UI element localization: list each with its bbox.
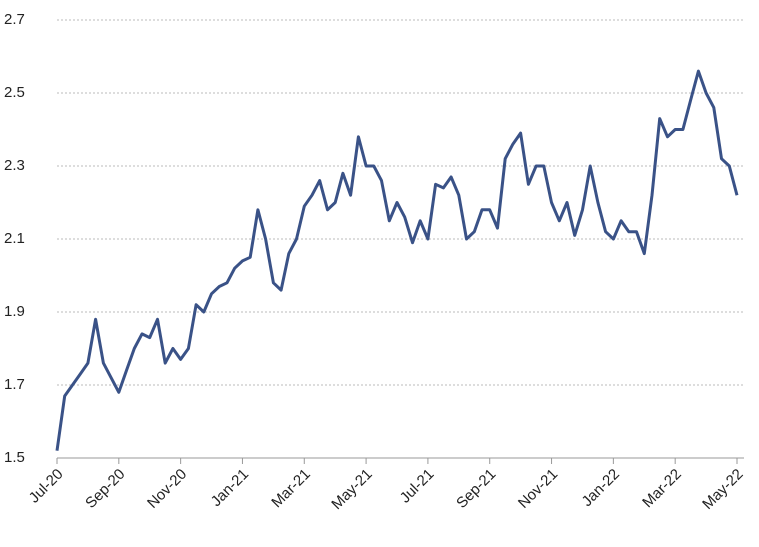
line-series <box>55 69 739 451</box>
y-tick-label: 2.7 <box>4 11 25 28</box>
x-tick-label: Sep-21 <box>453 466 499 512</box>
x-tick-label: Jan-21 <box>208 466 252 510</box>
y-tick-label: 2.5 <box>4 84 25 101</box>
x-tick-label: Jul-20 <box>26 466 67 507</box>
x-tick-label: Mar-21 <box>268 466 314 512</box>
y-tick-label: 1.9 <box>4 303 25 320</box>
x-tick-label: Nov-21 <box>515 466 561 512</box>
x-tick-label: Jul-21 <box>397 466 438 507</box>
x-tick-label: Sep-20 <box>82 466 128 512</box>
x-tick-label: Mar-22 <box>639 466 685 512</box>
x-tick-label: May-21 <box>328 466 375 513</box>
y-tick-label: 2.1 <box>4 230 25 247</box>
x-tick-label: May-22 <box>699 466 746 513</box>
y-tick-label: 1.5 <box>4 449 25 466</box>
x-tick-label: Nov-20 <box>144 466 190 512</box>
y-tick-label: 1.7 <box>4 376 25 393</box>
x-tick-label: Jan-22 <box>579 466 623 510</box>
y-tick-label: 2.3 <box>4 157 25 174</box>
